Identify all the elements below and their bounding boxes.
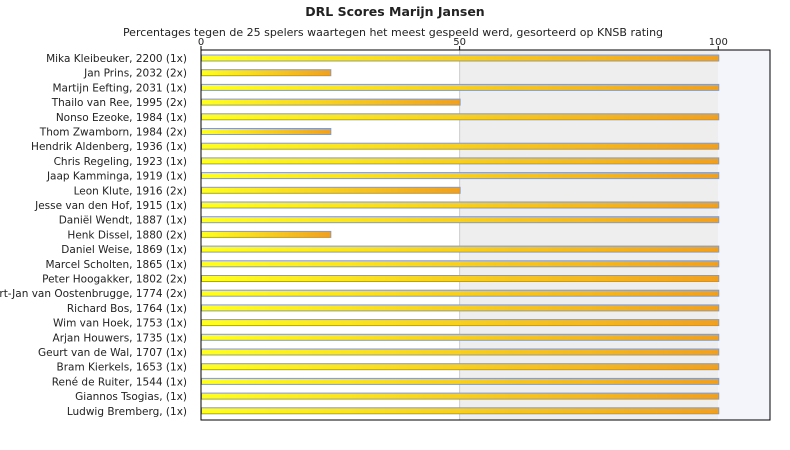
bar (201, 186, 461, 194)
category-label: Daniel Weise, 1869 (1x) (61, 244, 187, 256)
category-label: René de Ruiter, 1544 (1x) (52, 376, 187, 388)
category-label: Peter Hoogakker, 1802 (2x) (42, 274, 187, 286)
bar (201, 304, 720, 312)
bar (201, 69, 332, 77)
category-label: Geurt van de Wal, 1707 (1x) (38, 347, 187, 359)
category-label: Martijn Eefting, 2031 (1x) (52, 82, 187, 94)
bar (201, 275, 720, 282)
bar (201, 377, 720, 385)
bar (201, 113, 720, 121)
chart-subtitle: Percentages tegen de 25 spelers waartege… (123, 26, 663, 39)
category-label: Marcel Scholten, 1865 (1x) (45, 259, 187, 271)
category-label: Thailo van Ree, 1995 (2x) (51, 97, 187, 109)
plot-frame (200, 49, 771, 421)
chart-title: DRL Scores Marijn Jansen (305, 4, 484, 19)
category-label: Nonso Ezeoke, 1984 (1x) (56, 112, 187, 124)
category-label: Henk Dissel, 1880 (2x) (67, 229, 187, 241)
category-label: Giannos Tsogias, (1x) (75, 391, 187, 403)
category-label: Jan Prins, 2032 (2x) (83, 68, 187, 80)
bar (201, 319, 720, 327)
category-label: Jesse van den Hof, 1915 (1x) (34, 200, 187, 212)
bar (201, 54, 720, 62)
category-label: Wim van Hoek, 1753 (1x) (53, 318, 187, 330)
category-label: Chris Regeling, 1923 (1x) (54, 156, 187, 168)
bar (201, 230, 332, 238)
bar (201, 348, 720, 356)
bar (201, 83, 720, 91)
bar (201, 407, 720, 415)
category-label: Richard Bos, 1764 (1x) (67, 303, 187, 315)
bar (201, 363, 720, 371)
category-label: Mika Kleibeuker, 2200 (1x) (46, 53, 187, 65)
bar (201, 289, 720, 297)
plot-band-100-110 (718, 50, 770, 420)
bar (201, 201, 720, 209)
bar (201, 333, 720, 341)
plot-band-50-100 (459, 50, 719, 420)
category-label: Arjan Houwers, 1735 (1x) (53, 332, 187, 344)
x-tick-label: 100 (709, 37, 728, 48)
category-label: Bram Kierkels, 1653 (1x) (57, 362, 187, 374)
x-tick-label: 0 (198, 37, 204, 48)
bar (201, 216, 720, 224)
bar (201, 172, 720, 180)
bar (201, 142, 720, 150)
plot-area: 0 50 100 Mika Kleibeuker, 2200 (1x) Jan Prin… (0, 37, 771, 421)
bar (201, 157, 720, 165)
category-label: Jaap Kamminga, 1919 (1x) (46, 171, 187, 183)
category-label: Thom Zwamborn, 1984 (2x) (39, 127, 187, 139)
bar (201, 98, 461, 106)
category-label: Gert-Jan van Oostenbrugge, 1774 (2x) (0, 288, 187, 300)
category-label: Daniël Wendt, 1887 (1x) (59, 215, 187, 227)
bar (201, 128, 332, 135)
bar (201, 245, 720, 253)
category-label: Hendrik Aldenberg, 1936 (1x) (31, 141, 187, 153)
bar (201, 392, 720, 400)
category-label: Leon Klute, 1916 (2x) (74, 185, 187, 197)
bar (201, 260, 720, 268)
category-label: Ludwig Bremberg, (1x) (67, 406, 187, 418)
x-tick-label: 50 (453, 37, 466, 48)
